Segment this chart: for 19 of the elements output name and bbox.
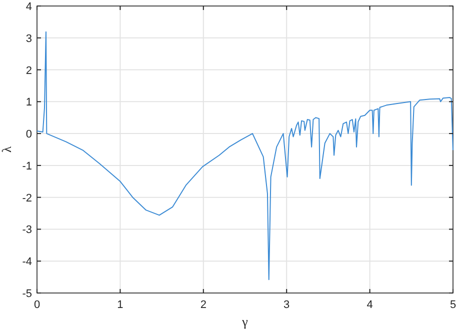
x-tick-label: 0 — [34, 299, 40, 311]
x-axis-title: γ — [241, 314, 248, 329]
y-tick-label: -5 — [22, 288, 32, 300]
y-tick-label: 0 — [26, 128, 32, 141]
y-tick-label: 3 — [26, 32, 32, 45]
x-tick-label: 4 — [366, 299, 373, 311]
x-tick-label: 1 — [117, 299, 124, 311]
y-tick-label: 1 — [26, 96, 32, 109]
y-tick-label: -2 — [22, 192, 32, 204]
y-tick-label: -3 — [22, 224, 32, 236]
line-series — [36, 31, 454, 280]
y-tick-label: 4 — [26, 1, 32, 13]
x-tick-label: 3 — [284, 299, 290, 311]
y-tick-label: -4 — [22, 256, 32, 268]
x-tick-label: 2 — [200, 299, 206, 311]
y-tick-label: -1 — [22, 160, 32, 172]
y-axis-title: λ — [0, 146, 14, 153]
x-tick-label: 5 — [450, 299, 456, 311]
y-tick-label: 2 — [26, 64, 32, 77]
